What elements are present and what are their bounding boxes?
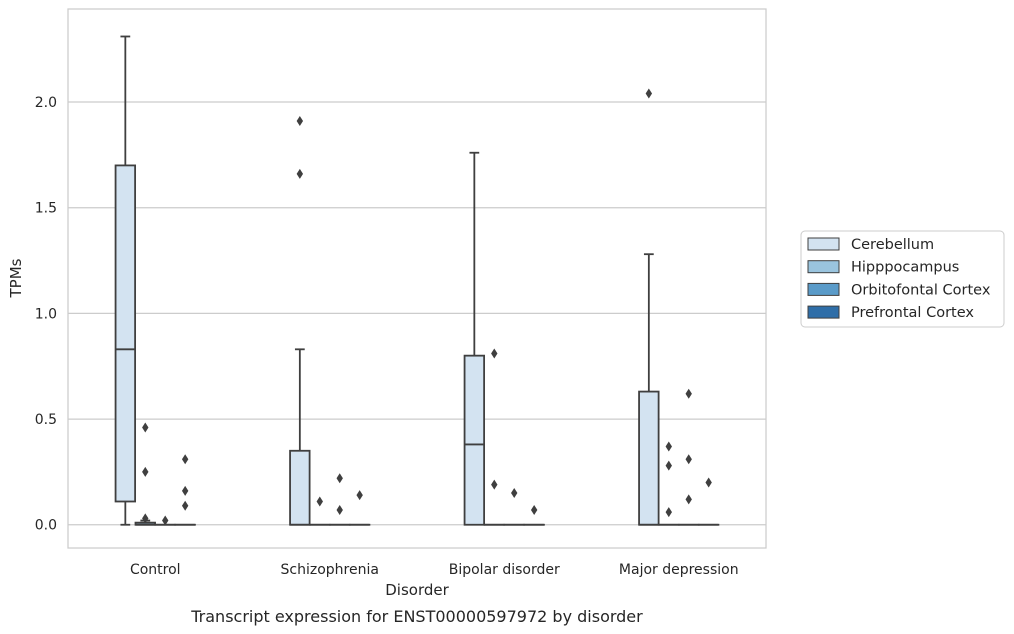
outlier-point: [142, 422, 149, 433]
x-tick-labels: Control Schizophrenia Bipolar disorder Majo…: [130, 562, 739, 578]
x-axis-label: Disorder: [385, 581, 449, 599]
box: [483, 348, 505, 526]
box: [463, 151, 486, 526]
box-body: [289, 449, 311, 526]
outlier-point: [685, 454, 692, 465]
outlier-point: [685, 388, 692, 399]
legend: Cerebellum Hipppocampus Orbitofontal Corte…: [800, 230, 1005, 328]
legend-swatch: [807, 237, 840, 251]
box: [134, 422, 156, 526]
chart-caption: Transcript expression for ENST0000059797…: [190, 607, 643, 626]
series-cerebellum: [114, 35, 660, 526]
legend-label: Cerebellum: [851, 237, 934, 253]
outlier-point: [142, 513, 149, 524]
y-tick-label: 0.5: [35, 412, 57, 428]
box-body: [638, 390, 660, 526]
box: [523, 504, 545, 526]
box: [678, 388, 700, 526]
outlier-point: [336, 504, 343, 515]
box: [174, 454, 196, 526]
outlier-point: [316, 496, 323, 507]
x-tick-label: Major depression: [619, 562, 739, 578]
outlier-point: [181, 454, 189, 465]
box: [329, 473, 351, 526]
legend-item: Prefrontal Cortex: [807, 305, 974, 321]
box-body: [114, 164, 137, 503]
legend-label: Prefrontal Cortex: [851, 305, 974, 321]
box: [289, 116, 311, 526]
outlier-point: [296, 116, 304, 127]
box: [114, 35, 137, 526]
outlier-point: [665, 460, 672, 471]
legend-item: Hipppocampus: [807, 260, 959, 276]
outlier-point: [336, 473, 343, 484]
series-prefrontal-cortex: [174, 454, 720, 526]
outlier-point: [645, 88, 653, 99]
legend-label: Orbitofontal Cortex: [851, 282, 991, 298]
legend-label: Hipppocampus: [851, 260, 959, 276]
x-tick-label: Control: [130, 562, 181, 578]
y-tick-label: 0.0: [35, 518, 57, 534]
legend-item: Cerebellum: [807, 237, 934, 253]
outlier-point: [181, 500, 189, 511]
legend-frame: [800, 230, 1005, 328]
outlier-point: [685, 494, 692, 505]
box-body: [463, 354, 486, 526]
box: [658, 441, 680, 526]
outlier-point: [705, 477, 712, 488]
outlier-point: [530, 504, 538, 515]
box: [697, 477, 720, 526]
x-tick-label: Schizophrenia: [281, 562, 379, 578]
box: [638, 88, 660, 526]
outlier-point: [162, 515, 169, 526]
box: [348, 490, 371, 526]
outlier-point: [491, 348, 498, 359]
plot-frame: [67, 8, 767, 549]
outlier-point: [665, 441, 672, 452]
y-tick-labels: 0.0 0.5 1.0 1.5 2.0: [35, 95, 57, 534]
legend-swatch: [807, 282, 840, 296]
y-tick-label: 1.5: [35, 201, 57, 217]
box-plot-series: [114, 35, 720, 526]
x-tick-label: Bipolar disorder: [449, 562, 560, 578]
y-axis-label: TPMs: [7, 258, 25, 298]
outlier-point: [296, 168, 304, 179]
legend-swatch: [807, 260, 840, 274]
outlier-point: [356, 490, 363, 501]
outlier-point: [181, 485, 189, 496]
outlier-point: [142, 466, 149, 477]
legend-swatch: [807, 305, 840, 319]
y-tick-label: 2.0: [35, 95, 57, 111]
y-tick-label: 1.0: [35, 306, 57, 322]
outlier-point: [511, 488, 518, 499]
outlier-point: [665, 507, 672, 518]
legend-item: Orbitofontal Cortex: [807, 282, 991, 298]
outlier-point: [491, 479, 498, 490]
series-orbitofontal-cortex: [154, 388, 700, 526]
